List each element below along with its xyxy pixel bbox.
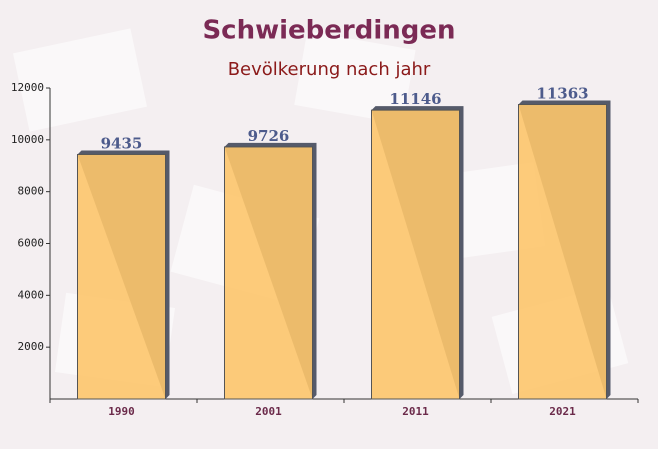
value-label: 9726: [248, 127, 290, 145]
chart-subtitle: Bevölkerung nach jahr: [228, 59, 431, 80]
y-tick-label: 2000: [18, 340, 45, 353]
x-tick-label: 2011: [402, 405, 429, 418]
y-tick-label: 12000: [11, 81, 44, 94]
y-tick-label: 6000: [18, 237, 45, 250]
chart-title: Schwieberdingen: [202, 16, 455, 46]
x-tick-label: 1990: [108, 405, 135, 418]
y-tick-label: 8000: [18, 185, 45, 198]
x-tick-label: 2021: [549, 405, 576, 418]
bar: [77, 153, 166, 400]
bar: [224, 146, 313, 400]
bar: [371, 109, 460, 400]
value-label: 9435: [101, 134, 143, 152]
y-tick-label: 4000: [18, 288, 45, 301]
y-tick-label: 10000: [11, 133, 44, 146]
value-label: 11363: [536, 85, 588, 103]
bar: [518, 104, 607, 400]
value-label: 11146: [389, 90, 441, 108]
x-tick-label: 2001: [255, 405, 282, 418]
